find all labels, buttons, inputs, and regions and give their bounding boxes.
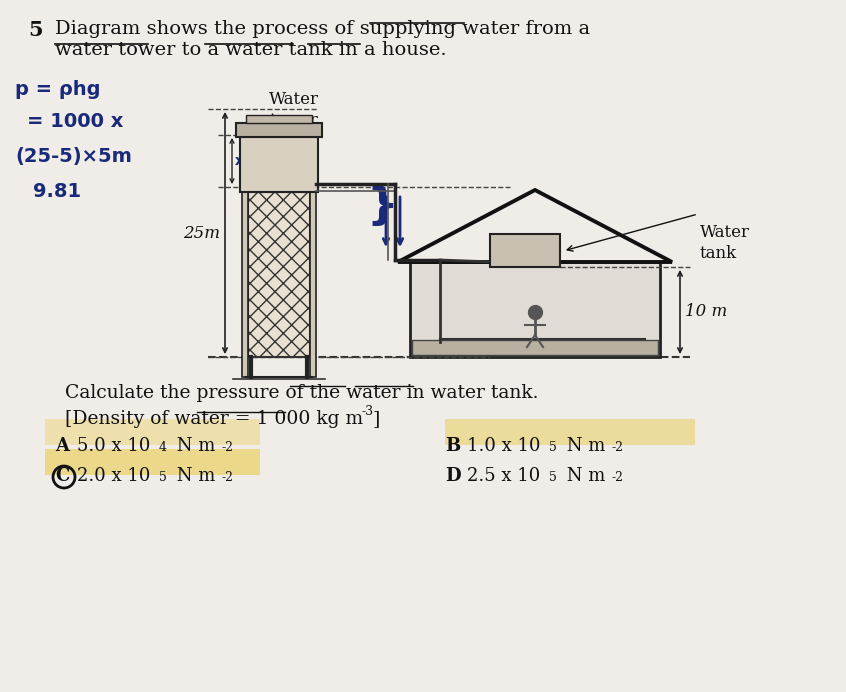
Text: D: D — [445, 467, 460, 485]
Text: A: A — [55, 437, 69, 455]
Text: 5: 5 — [549, 471, 557, 484]
Text: -2: -2 — [221, 471, 233, 484]
Text: 5.0 x 10: 5.0 x 10 — [77, 437, 151, 455]
Text: 2.5 x 10: 2.5 x 10 — [467, 467, 541, 485]
Bar — [246, 115, 312, 123]
Text: B: B — [445, 437, 460, 455]
Text: 10 m: 10 m — [685, 304, 728, 320]
Text: water tower to a water tank in a house.: water tower to a water tank in a house. — [55, 41, 447, 59]
Polygon shape — [248, 192, 310, 357]
Bar — [45, 419, 260, 445]
Text: -2: -2 — [611, 471, 623, 484]
Bar — [445, 419, 695, 445]
Text: N m: N m — [561, 437, 606, 455]
Text: (25-5)×5m: (25-5)×5m — [15, 147, 132, 166]
Bar — [410, 262, 660, 357]
Text: 4: 4 — [159, 441, 167, 454]
Bar — [310, 192, 316, 377]
Text: 1.0 x 10: 1.0 x 10 — [467, 437, 541, 455]
Text: }: } — [366, 185, 398, 228]
Bar — [242, 192, 248, 377]
Text: N m: N m — [171, 467, 216, 485]
Text: C: C — [55, 467, 69, 485]
Text: N m: N m — [171, 437, 216, 455]
Text: 5: 5 — [28, 20, 42, 40]
Text: -2: -2 — [611, 441, 623, 454]
Text: Water
tank: Water tank — [700, 224, 750, 262]
Bar — [490, 234, 560, 267]
Text: Diagram shows the process of supplying water from a: Diagram shows the process of supplying w… — [55, 20, 591, 38]
Text: = 1000 x: = 1000 x — [27, 112, 124, 131]
Text: 5: 5 — [549, 441, 557, 454]
Bar — [236, 123, 322, 137]
Text: 9.81: 9.81 — [33, 182, 81, 201]
Text: 2.0 x 10: 2.0 x 10 — [77, 467, 151, 485]
Text: p = ρhg: p = ρhg — [15, 80, 101, 99]
Bar — [412, 340, 658, 355]
Text: x 5m: x 5m — [235, 154, 273, 168]
Text: Calculate the pressure of the water in water tank.: Calculate the pressure of the water in w… — [65, 384, 539, 402]
Text: ]: ] — [373, 410, 381, 428]
Text: [Density of water = 1 000 kg m: [Density of water = 1 000 kg m — [65, 410, 363, 428]
Bar — [45, 449, 260, 475]
Text: N m: N m — [561, 467, 606, 485]
Text: -3: -3 — [362, 405, 374, 418]
Bar — [240, 137, 318, 192]
Text: Water
tower: Water tower — [269, 91, 319, 129]
Text: 25m: 25m — [183, 224, 220, 242]
Text: 5: 5 — [159, 471, 167, 484]
Text: -2: -2 — [221, 441, 233, 454]
